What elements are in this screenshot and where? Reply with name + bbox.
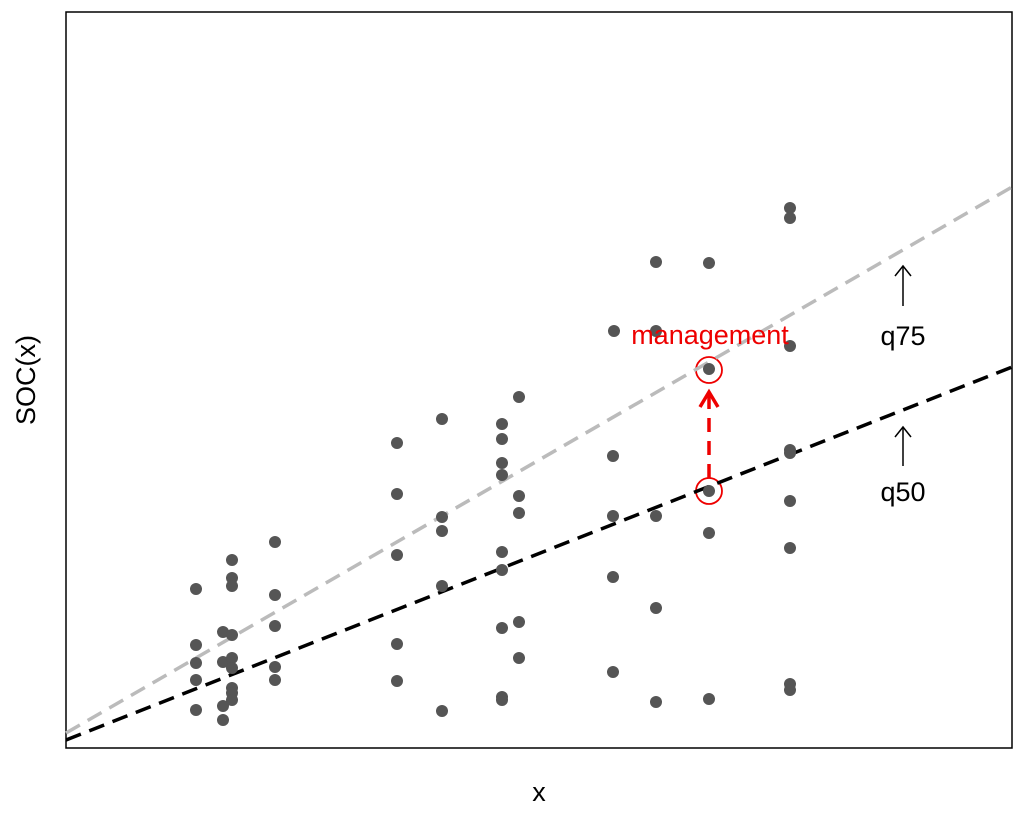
scatter-point	[190, 583, 202, 595]
scatter-point	[703, 693, 715, 705]
scatter-point	[496, 418, 508, 430]
scatter-point	[226, 662, 238, 674]
scatter-point	[436, 580, 448, 592]
scatter-point	[784, 542, 796, 554]
scatter-point	[608, 325, 620, 337]
scatter-point	[513, 616, 525, 628]
scatter-point	[190, 674, 202, 686]
scatter-point	[391, 488, 403, 500]
scatter-point	[269, 589, 281, 601]
scatter-point	[784, 202, 796, 214]
y-axis-label: SOC(x)	[11, 335, 41, 425]
scatter-point	[391, 638, 403, 650]
scatter-point	[496, 622, 508, 634]
scatter-point	[607, 571, 619, 583]
scatter-point	[784, 495, 796, 507]
scatter-point	[436, 511, 448, 523]
scatter-point	[190, 657, 202, 669]
scatter-point	[607, 510, 619, 522]
scatter-point	[650, 602, 662, 614]
scatter-point	[703, 257, 715, 269]
scatter-point	[269, 661, 281, 673]
scatter-point	[391, 437, 403, 449]
scatter-point	[784, 212, 796, 224]
scatter-point	[269, 620, 281, 632]
scatter-point	[217, 700, 229, 712]
annotation-q75: q75	[880, 321, 925, 351]
annotation-layer	[695, 264, 912, 505]
scatter-point	[513, 507, 525, 519]
scatter-point	[269, 536, 281, 548]
management-arrowhead	[698, 388, 720, 408]
annotation-management: management	[631, 320, 789, 350]
scatter-point	[217, 656, 229, 668]
scatter-point	[650, 325, 662, 337]
scatter-point	[391, 549, 403, 561]
scatter-point	[513, 490, 525, 502]
scatter-point	[269, 674, 281, 686]
annotation-q50: q50	[880, 477, 925, 507]
x-axis-label: x	[532, 777, 546, 807]
scatter-point	[650, 696, 662, 708]
scatter-point	[496, 564, 508, 576]
scatter-point	[496, 433, 508, 445]
scatter-point	[226, 694, 238, 706]
scatter-point	[391, 675, 403, 687]
scatter-point	[190, 639, 202, 651]
scatter-point	[496, 469, 508, 481]
q75-arrowhead	[894, 264, 912, 277]
scatter-point	[496, 546, 508, 558]
scatter-point	[226, 652, 238, 664]
scatter-point	[650, 256, 662, 268]
scatter-point	[703, 527, 715, 539]
scatter-point	[784, 340, 796, 352]
q50-arrowhead	[894, 425, 912, 438]
scatter-point	[217, 714, 229, 726]
scatter-point	[226, 580, 238, 592]
quantile-line	[65, 365, 1013, 742]
scatter-point	[436, 525, 448, 537]
plot-frame	[65, 11, 1013, 749]
scatter-point	[607, 666, 619, 678]
scatter-point	[650, 510, 662, 522]
scatter-point	[496, 457, 508, 469]
scatter-point	[513, 652, 525, 664]
scatter-point	[784, 447, 796, 459]
scatter-point	[703, 485, 715, 497]
scatter-point	[190, 704, 202, 716]
scatter-point	[436, 705, 448, 717]
scatter-point	[607, 450, 619, 462]
scatter-point	[703, 363, 715, 375]
quantile-line	[65, 185, 1013, 735]
scatter-point	[436, 413, 448, 425]
scatter-point	[784, 684, 796, 696]
scatter-point	[226, 629, 238, 641]
scatter-point	[496, 694, 508, 706]
scatter-point	[513, 391, 525, 403]
scatter-point	[226, 554, 238, 566]
